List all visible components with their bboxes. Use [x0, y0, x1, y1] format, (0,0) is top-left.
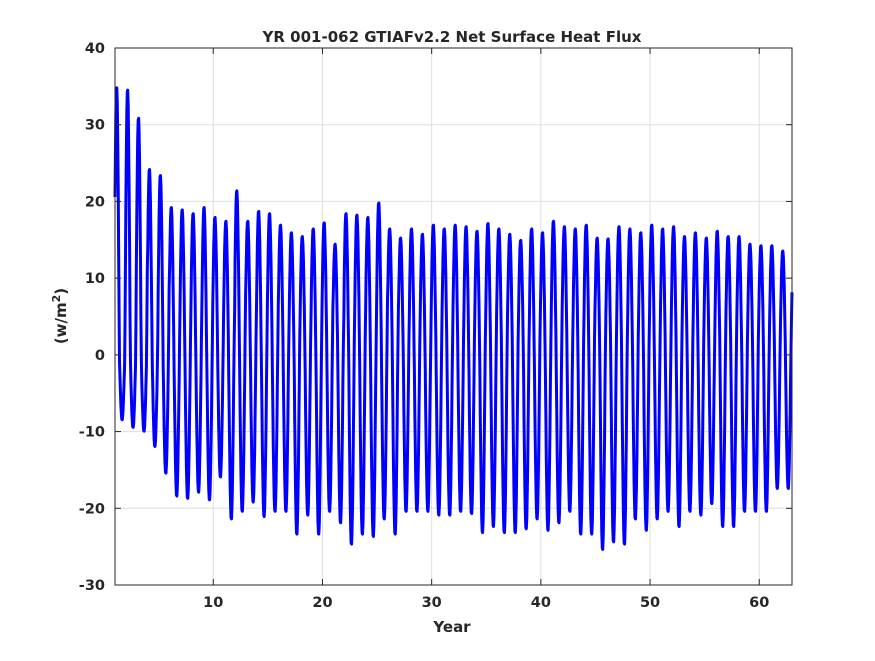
x-tick-label: 20: [312, 595, 332, 611]
y-tick-label: -10: [79, 425, 105, 441]
y-tick-label: 0: [95, 348, 105, 364]
x-tick-label: 30: [422, 595, 442, 611]
chart-title: YR 001-062 GTIAFv2.2 Net Surface Heat Fl…: [262, 28, 642, 46]
axis-ticks: 10 20 30 40 50 60 -30 -20 -10 0 10 20 30 40: [79, 41, 792, 611]
x-tick-label: 10: [203, 595, 223, 611]
x-tick-label: 50: [640, 595, 660, 611]
y-axis-label: (w/m2): [50, 288, 70, 344]
series-line: [113, 86, 794, 551]
axes-box: [114, 47, 793, 586]
y-axis-label-suffix: ): [52, 288, 70, 295]
y-tick-label: 30: [85, 118, 105, 134]
y-axis-label-base: (w/m: [52, 302, 70, 344]
x-tick-label: 60: [749, 595, 769, 611]
series-group: [113, 86, 794, 551]
y-tick-label: 10: [85, 271, 105, 287]
y-tick-label: -30: [79, 578, 105, 594]
y-tick-label: -20: [79, 501, 105, 517]
y-tick-label: 20: [85, 194, 105, 210]
x-tick-label: 40: [531, 595, 551, 611]
y-axis-label-superscript: 2: [50, 295, 63, 303]
y-tick-label: 40: [85, 41, 105, 57]
x-axis-label: Year: [432, 618, 471, 636]
